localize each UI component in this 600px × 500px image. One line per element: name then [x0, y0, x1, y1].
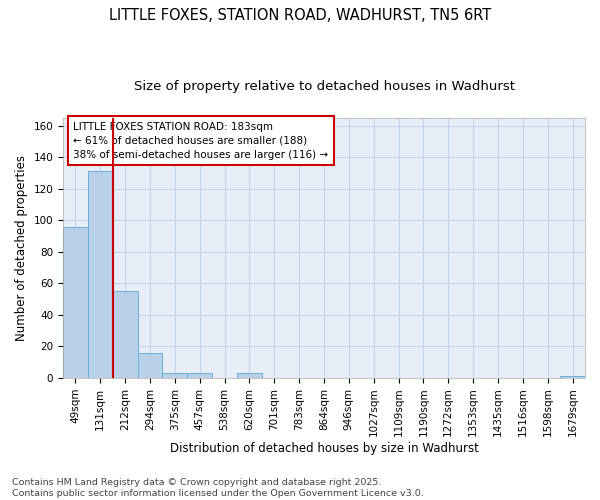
Bar [237, 373, 262, 378]
Text: LITTLE FOXES, STATION ROAD, WADHURST, TN5 6RT: LITTLE FOXES, STATION ROAD, WADHURST, TN… [109, 8, 491, 22]
Bar [137, 352, 163, 378]
Bar [88, 172, 113, 378]
Bar [187, 373, 212, 378]
Text: Contains HM Land Registry data © Crown copyright and database right 2025.
Contai: Contains HM Land Registry data © Crown c… [12, 478, 424, 498]
X-axis label: Distribution of detached houses by size in Wadhurst: Distribution of detached houses by size … [170, 442, 478, 455]
Y-axis label: Number of detached properties: Number of detached properties [15, 155, 28, 341]
Bar [163, 373, 187, 378]
Text: LITTLE FOXES STATION ROAD: 183sqm
← 61% of detached houses are smaller (188)
38%: LITTLE FOXES STATION ROAD: 183sqm ← 61% … [73, 122, 329, 160]
Title: Size of property relative to detached houses in Wadhurst: Size of property relative to detached ho… [134, 80, 515, 93]
Bar [63, 226, 88, 378]
Bar [113, 291, 137, 378]
Bar [560, 376, 585, 378]
